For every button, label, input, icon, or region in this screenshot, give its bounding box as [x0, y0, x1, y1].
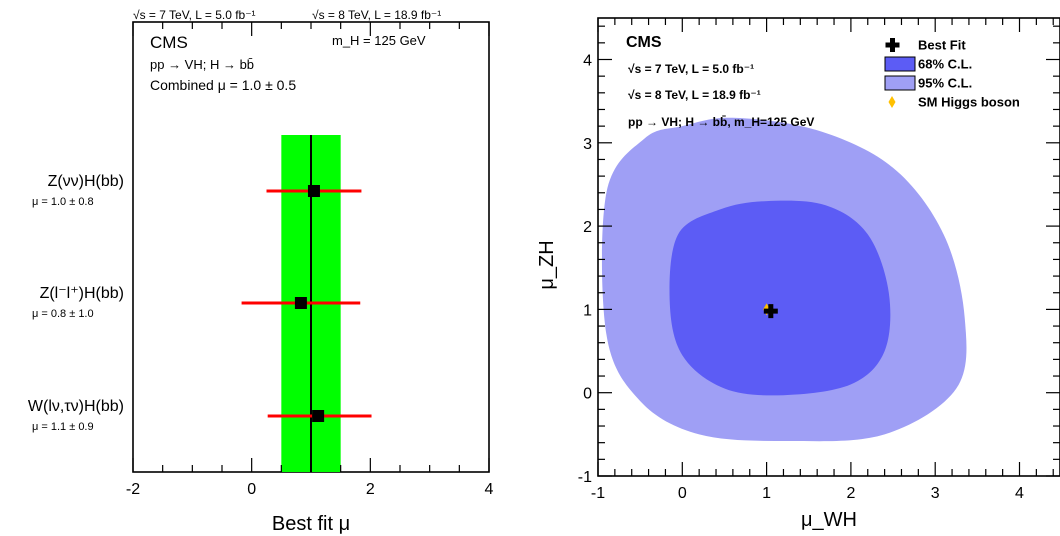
channel-name: Z(l⁻l⁺)H(bb) [40, 285, 124, 302]
x-tick-label: 4 [1015, 485, 1024, 502]
x-tick-label: 0 [247, 481, 256, 498]
right-process-label: pp → VH; H → bb̄, m_H=125 GeV [628, 115, 814, 129]
right-energy-8: √s = 8 TeV, L = 18.9 fb⁻¹ [628, 88, 761, 102]
best-fit-point [763, 304, 778, 319]
legend-sm-symbol [888, 96, 896, 108]
channel-marker [307, 185, 320, 197]
header-7tev: √s = 7 TeV, L = 5.0 fb⁻¹ [133, 8, 256, 22]
x-tick-label: -1 [591, 485, 605, 502]
legend-label: Best Fit [918, 38, 966, 53]
mass-label: m_H = 125 GeV [332, 33, 426, 48]
channel-name: W(lν,τν)H(bb) [28, 398, 124, 415]
right-cms-label: CMS [626, 34, 662, 51]
y-tick-label: 3 [583, 136, 592, 153]
legend-cl-box [884, 56, 916, 72]
x-tick-label: 4 [485, 481, 494, 498]
right-plot-frame [597, 17, 1060, 477]
channel-mu-label: μ = 0.8 ± 1.0 [32, 308, 94, 320]
right-legend: Best Fit 68% C.L. 95% C.L. SM Higgs boson [884, 38, 1020, 110]
contour-68cl [669, 200, 891, 396]
legend-best-fit-symbol [885, 38, 900, 52]
y-tick-label: 4 [583, 53, 592, 70]
x-tick-label: 0 [678, 485, 687, 502]
right-y-axis-label: μ_ZH [536, 240, 558, 289]
channel-name: Z(νν)H(bb) [48, 173, 124, 190]
contour-panel: -1 0 1 2 3 4 -1 0 1 2 3 4 CMS √s = 7 TeV, L = 5.0 f… [536, 17, 1060, 531]
x-tick-label: 2 [846, 485, 855, 502]
left-cms-label: CMS [150, 33, 188, 52]
combined-mu-label: Combined μ = 1.0 ± 0.5 [150, 77, 296, 93]
mu-summary-panel: √s = 7 TeV, L = 5.0 fb⁻¹ √s = 8 TeV, L =… [28, 8, 494, 535]
right-energy-7: √s = 7 TeV, L = 5.0 fb⁻¹ [628, 62, 754, 76]
x-tick-label: 3 [931, 485, 940, 502]
x-tick-label: -2 [126, 481, 140, 498]
legend-cl-box [884, 75, 916, 91]
channel-marker [312, 410, 325, 422]
y-tick-label: -1 [578, 469, 592, 486]
legend-label: SM Higgs boson [918, 95, 1020, 110]
x-tick-label: 2 [366, 481, 375, 498]
channel-mu-label: μ = 1.1 ± 0.9 [32, 421, 94, 433]
channel-mu-label: μ = 1.0 ± 0.8 [32, 196, 94, 208]
channel-marker [294, 297, 307, 309]
y-tick-label: 2 [583, 219, 592, 236]
x-tick-label: 1 [762, 485, 771, 502]
legend-label: 95% C.L. [918, 76, 972, 91]
left-x-axis-label: Best fit μ [272, 513, 350, 535]
header-8tev: √s = 8 TeV, L = 18.9 fb⁻¹ [312, 8, 441, 22]
left-process-label: pp → VH; H → bb̄ [150, 57, 254, 72]
y-tick-label: 1 [583, 302, 592, 319]
y-tick-label: 0 [583, 386, 592, 403]
legend-label: 68% C.L. [918, 57, 972, 72]
right-x-axis-label: μ_WH [801, 509, 857, 531]
